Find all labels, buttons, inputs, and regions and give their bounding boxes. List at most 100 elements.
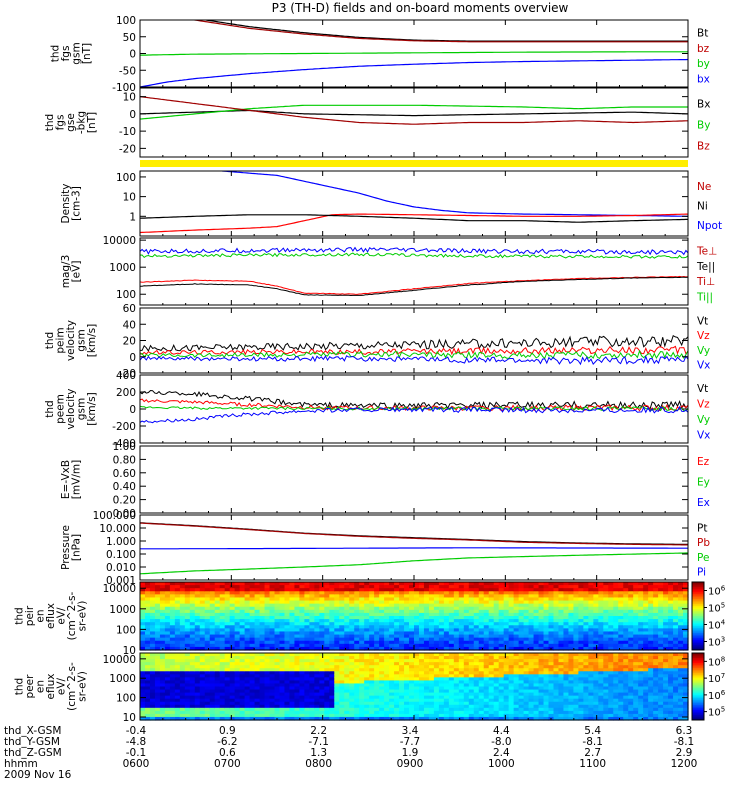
spectrogram-cell xyxy=(304,585,310,589)
spectrogram-cell xyxy=(538,640,545,645)
spectrogram-cell xyxy=(448,616,455,620)
spectrogram-cell xyxy=(438,656,445,660)
spectrogram-cell xyxy=(563,716,570,721)
spectrogram-cell xyxy=(234,710,241,715)
spectrogram-cell xyxy=(309,600,315,605)
spectrogram-cell xyxy=(159,659,166,663)
spectrogram-cell xyxy=(364,609,370,614)
spectrogram-cell xyxy=(354,662,360,666)
spectrogram-cell xyxy=(239,643,246,648)
spectrogram-cell xyxy=(453,612,460,617)
spectrogram-cell xyxy=(523,631,530,636)
spectrogram-cell xyxy=(299,603,305,608)
spectrogram-cell xyxy=(404,591,410,595)
spectrogram-cell xyxy=(633,634,639,639)
spectrogram-cell xyxy=(428,616,435,620)
spectrogram-cell xyxy=(418,704,425,709)
spectrogram-cell xyxy=(164,603,171,608)
spectrogram-cell xyxy=(394,619,400,623)
spectrogram-cell xyxy=(369,665,375,669)
spectrogram-cell xyxy=(583,668,589,672)
spectrogram-cell xyxy=(219,597,226,602)
spectrogram-cell xyxy=(543,591,550,595)
spectrogram-cell xyxy=(513,609,520,614)
spectrogram-cell xyxy=(219,671,226,675)
spectrogram-cell xyxy=(199,588,206,592)
spectrogram-cell xyxy=(409,609,415,614)
spectrogram-cell xyxy=(309,622,315,626)
spectrogram-cell xyxy=(463,698,470,703)
spectrogram-cell xyxy=(199,643,206,648)
spectrogram-cell xyxy=(189,680,196,685)
spectrogram-cell xyxy=(209,707,216,712)
spectrogram-cell xyxy=(179,668,186,672)
spectrogram-cell xyxy=(224,628,231,633)
spectrogram-cell xyxy=(543,695,550,700)
spectrogram-cell xyxy=(269,686,276,691)
spectrogram-cell xyxy=(418,591,425,595)
colorbar-segment xyxy=(692,643,704,646)
spectrogram-cell xyxy=(154,585,161,589)
spectrogram-cell xyxy=(189,582,196,586)
spectrogram-cell xyxy=(319,603,325,608)
spectrogram-cell xyxy=(613,609,619,614)
spectrogram-cell xyxy=(404,597,410,602)
spectrogram-cell xyxy=(503,683,510,688)
spectrogram-cell xyxy=(149,628,156,633)
spectrogram-cell xyxy=(528,634,535,639)
spectrogram-cell xyxy=(249,594,256,599)
spectrogram-cell xyxy=(438,646,445,651)
spectrogram-cell xyxy=(543,600,550,605)
spectrogram-cell xyxy=(453,643,460,648)
spectrogram-cell xyxy=(683,631,689,636)
spectrogram-cell xyxy=(369,640,375,645)
spectrogram-cell xyxy=(354,656,360,660)
spectrogram-cell xyxy=(404,600,410,605)
spectrogram-cell xyxy=(498,637,505,642)
spectrogram-cell xyxy=(184,704,191,709)
spectrogram-cell xyxy=(683,585,689,589)
spectrogram-cell xyxy=(369,707,375,712)
spectrogram-cell xyxy=(314,704,320,709)
spectrogram-cell xyxy=(214,656,221,660)
spectrogram-cell xyxy=(389,665,395,669)
spectrogram-cell xyxy=(583,585,589,589)
spectrogram-cell xyxy=(678,628,684,633)
spectrogram-cell xyxy=(683,619,689,623)
spectrogram-cell xyxy=(678,612,684,617)
spectrogram-cell xyxy=(508,677,515,682)
spectrogram-cell xyxy=(443,683,450,688)
spectrogram-cell xyxy=(409,662,415,666)
spectrogram-cell xyxy=(453,588,460,592)
spectrogram-cell xyxy=(663,637,669,642)
spectrogram-cell xyxy=(354,594,360,599)
spectrogram-cell xyxy=(538,710,545,715)
spectrogram-cell xyxy=(578,701,584,706)
spectrogram-cell xyxy=(294,606,301,611)
spectrogram-cell xyxy=(259,628,266,633)
spectrogram-cell xyxy=(613,612,619,617)
spectrogram-cell xyxy=(528,659,535,663)
spectrogram-cell xyxy=(164,594,171,599)
spectrogram-cell xyxy=(234,606,241,611)
spectrogram-cell xyxy=(379,616,385,620)
spectrogram-cell xyxy=(314,600,320,605)
spectrogram-cell xyxy=(438,597,445,602)
spectrogram-cell xyxy=(588,634,594,639)
spectrogram-cell xyxy=(229,656,236,660)
spectrogram-cell xyxy=(483,625,490,629)
spectrogram-cell xyxy=(324,683,330,688)
spectrogram-cell xyxy=(154,603,161,608)
spectrogram-cell xyxy=(513,625,520,629)
spectrogram-cell xyxy=(438,674,445,678)
spectrogram-cell xyxy=(578,665,584,669)
spectrogram-cell xyxy=(443,597,450,602)
spectrogram-cell xyxy=(304,659,310,663)
spectrogram-cell xyxy=(443,628,450,633)
spectrogram-cell xyxy=(523,588,530,592)
spectrogram-cell xyxy=(269,609,276,614)
spectrogram-cell xyxy=(169,677,176,682)
spectrogram-cell xyxy=(254,609,261,614)
spectrogram-cell xyxy=(463,713,470,718)
spectrogram-cell xyxy=(154,640,161,645)
